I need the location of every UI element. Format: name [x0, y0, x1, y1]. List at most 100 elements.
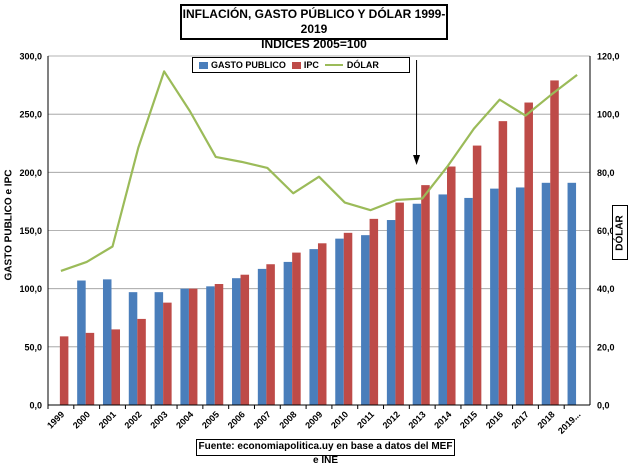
y-tick-label-left: 150,0 [19, 226, 42, 236]
y-tick-label-left: 300,0 [19, 52, 42, 62]
dolar-line-layer [60, 70, 578, 272]
bar-ipc [266, 264, 275, 405]
chart-subtitle: INDICES 2005=100 [261, 37, 367, 51]
legend-swatch-dolar [324, 64, 343, 66]
legend-swatch-gasto [199, 61, 208, 69]
x-tick-label: 2013 [406, 409, 427, 430]
bar-gasto-publico [541, 182, 551, 405]
bar-ipc [240, 274, 250, 405]
x-tick-label: 1999 [45, 409, 66, 430]
x-tick-label: 2005 [200, 409, 221, 430]
bar-ipc [395, 202, 404, 405]
bars [59, 80, 577, 406]
y-axis-right-label: DÓLAR [612, 205, 628, 260]
bar-ipc [111, 329, 121, 405]
bar-ipc [214, 284, 224, 405]
x-tick-label: 2010 [329, 409, 350, 430]
bar-gasto-publico [464, 197, 473, 405]
bar-gasto-publico [361, 235, 370, 405]
y-tick-label-left: 50,0 [24, 342, 42, 352]
x-tick-label: 2002 [123, 409, 144, 430]
bar-ipc [472, 145, 482, 405]
bar-ipc [550, 80, 559, 406]
bar-gasto-publico [567, 182, 577, 405]
x-tick-label: 2011 [355, 409, 376, 430]
x-tick-label: 2018 [535, 409, 556, 430]
y-tick-label-right: 0,0 [597, 401, 610, 411]
legend-item-dolar: DÓLAR [324, 60, 379, 70]
axes [47, 56, 591, 409]
x-tick-label: 2017 [510, 409, 531, 430]
legend-item-gasto: GASTO PUBLICO [199, 60, 286, 70]
y-tick-label-right: 120,0 [597, 52, 620, 62]
bar-ipc [343, 232, 353, 405]
bar-gasto-publico [206, 286, 215, 405]
annotation-arrow [413, 60, 421, 165]
y-tick-label-left: 100,0 [19, 284, 42, 294]
y-tick-label-right: 40,0 [597, 284, 615, 294]
bar-gasto-publico [309, 249, 318, 405]
y-tick-label-right: 80,0 [597, 168, 615, 178]
y-tick-label-left: 250,0 [19, 110, 42, 120]
bar-ipc [524, 102, 533, 406]
y-axis-right-label-text: DÓLAR [614, 214, 626, 251]
bar-gasto-publico [283, 261, 293, 405]
bar-ipc [59, 336, 69, 405]
bar-gasto-publico [386, 220, 396, 405]
source-note: Fuente: economiapolitica.uy en base a da… [196, 439, 455, 466]
y-tick-label-left: 200,0 [19, 168, 42, 178]
bar-ipc [188, 288, 198, 405]
bar-gasto-publico [257, 268, 267, 405]
bar-gasto-publico [335, 238, 344, 405]
x-tick-label: 2019... [556, 409, 583, 436]
bar-ipc [421, 185, 430, 405]
legend-swatch-ipc [291, 61, 301, 69]
x-tick-label: 2009 [303, 409, 324, 430]
bar-ipc [369, 218, 379, 405]
bar-ipc [137, 318, 146, 405]
bar-gasto-publico [438, 194, 448, 405]
bar-ipc [447, 166, 456, 405]
bar-gasto-publico [128, 292, 138, 405]
y-axis-left-label: GASTO PUBLICO e IPC [2, 160, 16, 290]
bar-gasto-publico [490, 188, 499, 405]
y-tick-label-right: 20,0 [597, 342, 615, 352]
x-tick-label: 2008 [277, 409, 298, 430]
x-tick-label: 2000 [71, 409, 92, 430]
y-tick-label-right: 60,0 [597, 226, 615, 236]
y-tick-label-right: 100,0 [597, 110, 620, 120]
y-tick-label-left: 0,0 [29, 401, 42, 411]
x-tick-label: 2012 [381, 409, 402, 430]
x-tick-label: 2016 [484, 409, 505, 430]
bar-ipc [85, 332, 95, 405]
chart-title: INFLACIÓN, GASTO PÚBLICO Y DÓLAR 1999-20… [182, 7, 446, 36]
bar-gasto-publico [515, 187, 525, 405]
chart-canvas: 0,0 50,0 100,0 150,0 200,0 250,0 300,0 0,0 20,0 4… [19, 52, 620, 436]
x-tick-label: 2007 [252, 409, 273, 430]
x-tick-label: 2001 [97, 409, 118, 430]
legend-item-ipc: IPC [291, 60, 319, 70]
legend-label-ipc: IPC [303, 60, 319, 70]
bar-gasto-publico [232, 278, 241, 405]
legend: GASTO PUBLICO IPC DÓLAR [192, 57, 410, 73]
bar-ipc [163, 302, 172, 405]
annotation-arrow-head [413, 155, 421, 165]
legend-label-gasto: GASTO PUBLICO [211, 60, 286, 70]
x-tick-label: 2014 [432, 409, 453, 430]
bar-gasto-publico [412, 203, 422, 405]
x-tick-label: 2004 [174, 409, 195, 430]
x-tick-label: 2006 [226, 409, 247, 430]
chart-title-box: INFLACIÓN, GASTO PÚBLICO Y DÓLAR 1999-20… [180, 4, 448, 51]
legend-label-dolar: DÓLAR [346, 60, 379, 70]
bar-ipc [317, 243, 327, 405]
bar-gasto-publico [180, 288, 189, 405]
bar-gasto-publico [102, 279, 112, 405]
bar-gasto-publico [77, 280, 86, 405]
bar-ipc [498, 121, 508, 405]
bar-gasto-publico [154, 292, 164, 405]
dolar-line [60, 70, 578, 272]
bar-ipc [292, 252, 301, 405]
x-tick-label: 2003 [148, 409, 169, 430]
x-tick-label: 2015 [458, 409, 479, 430]
y-axis-left-label-text: GASTO PUBLICO e IPC [3, 169, 15, 281]
